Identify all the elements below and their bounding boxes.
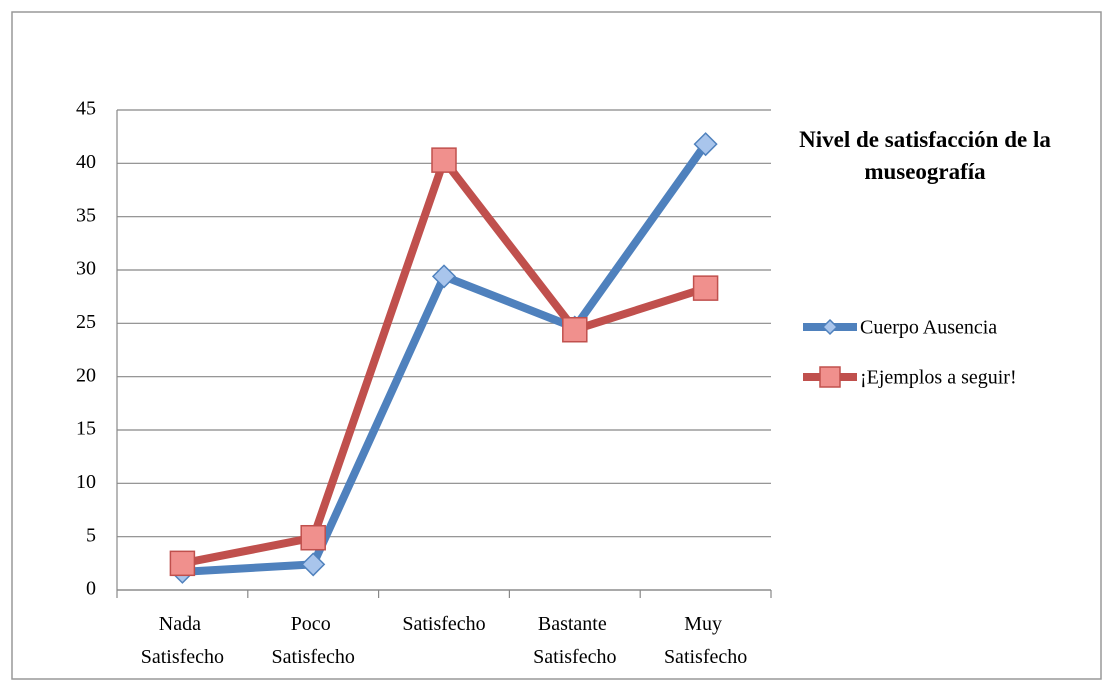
- legend-label: ¡Ejemplos a seguir!: [860, 367, 1017, 389]
- marker: [300, 524, 326, 551]
- y-tick-label: 15: [76, 418, 96, 440]
- x-tick-label: Poco Satisfecho: [272, 613, 355, 668]
- x-tick-label: Nada Satisfecho: [141, 613, 224, 668]
- y-tick-label: 5: [86, 524, 96, 546]
- x-tick-label: Muy Satisfecho: [664, 613, 747, 668]
- marker: [692, 275, 719, 301]
- y-tick-label: 40: [76, 151, 96, 173]
- marker: [301, 552, 326, 577]
- legend-label: Cuerpo Ausencia: [860, 317, 997, 339]
- y-tick-label: 30: [76, 258, 96, 280]
- y-tick-label: 0: [86, 578, 96, 600]
- chart-border: [11, 11, 1102, 680]
- y-tick-label: 10: [76, 471, 96, 493]
- chart-title: Nivel de satisfacción de la museografía: [799, 127, 1051, 184]
- y-tick-label: 45: [76, 98, 96, 120]
- marker: [169, 550, 196, 577]
- series-line: [182, 141, 709, 576]
- y-tick-label: 20: [76, 364, 96, 386]
- legend-marker: [821, 318, 839, 336]
- marker: [431, 264, 457, 289]
- marker: [693, 132, 718, 157]
- legend-marker: [819, 366, 841, 388]
- y-tick-label: 25: [76, 311, 96, 333]
- x-tick-label: Bastante Satisfecho: [533, 613, 616, 668]
- marker: [431, 147, 457, 173]
- x-tick-label: Satisfecho: [402, 613, 485, 635]
- series-line: [181, 156, 707, 568]
- marker: [562, 316, 588, 343]
- y-tick-label: 35: [76, 204, 96, 226]
